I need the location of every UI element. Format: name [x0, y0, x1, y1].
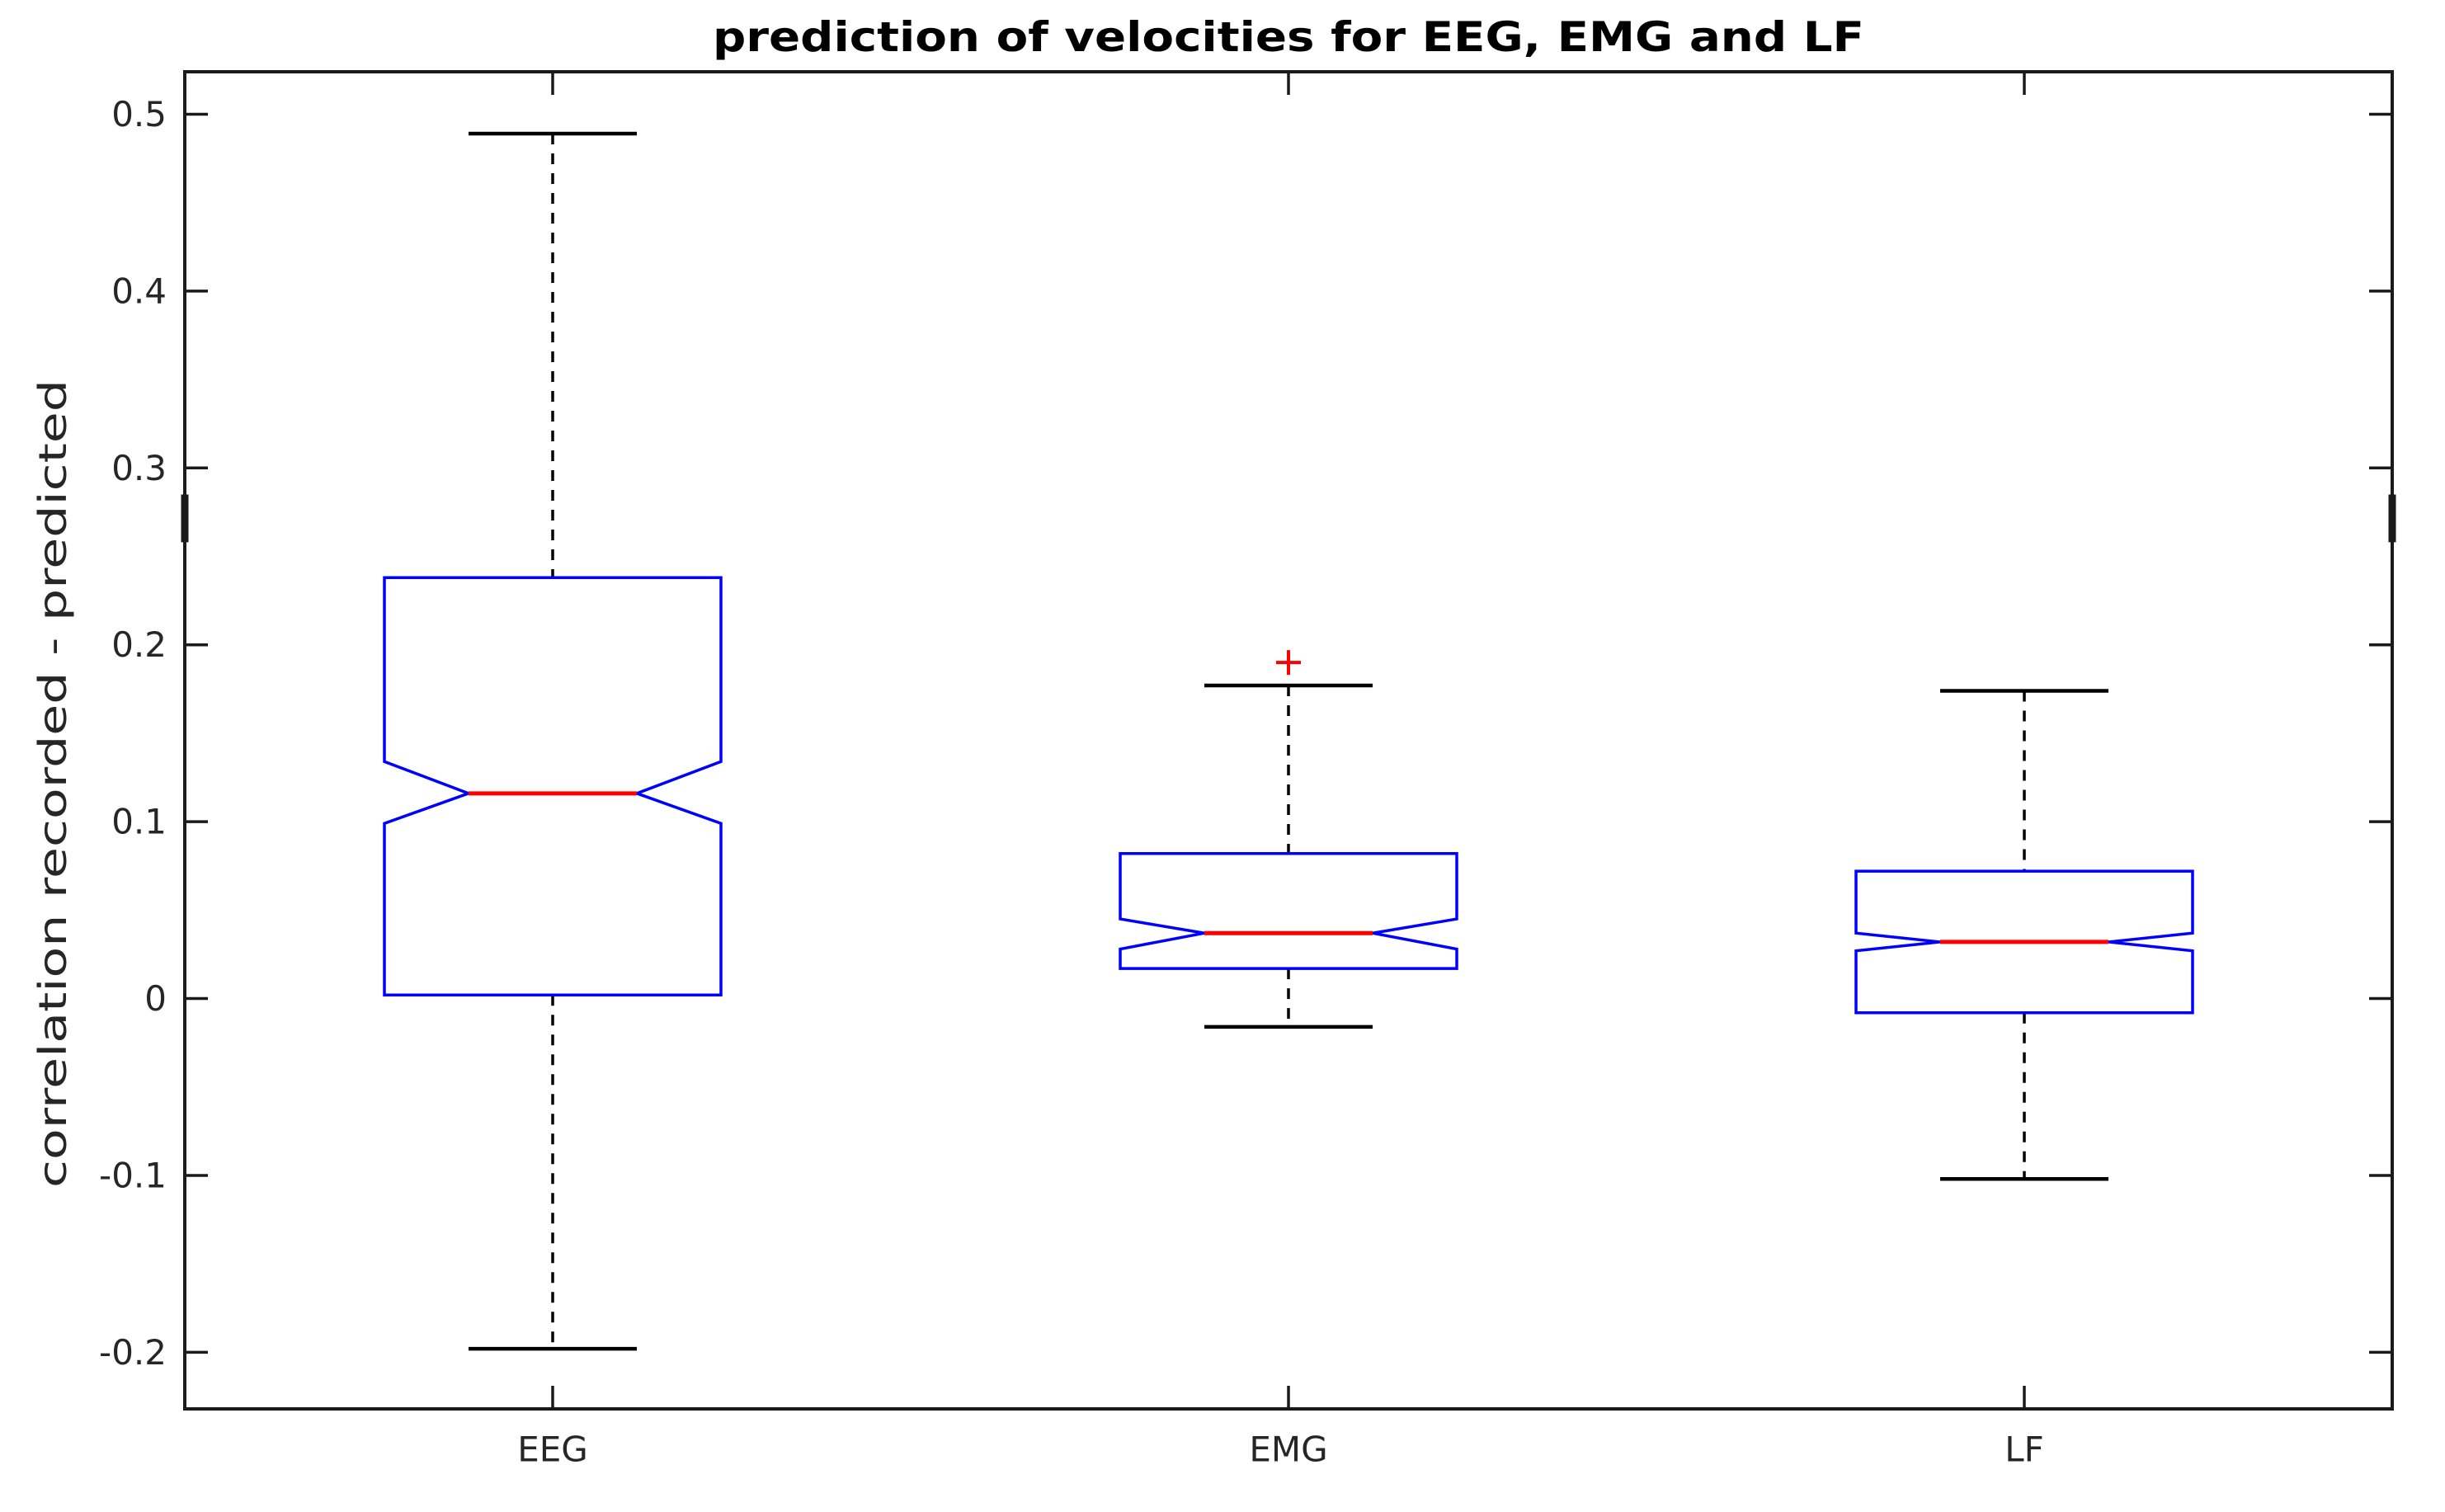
axis-ticks: [185, 72, 2392, 1409]
y-tick-label: 0.3: [111, 448, 167, 488]
y-tick-label: 0.2: [111, 624, 167, 665]
x-tick-label-lf: LF: [2005, 1430, 2044, 1470]
y-tick-label: -0.2: [99, 1332, 167, 1373]
plot-border: [183, 70, 2394, 1411]
y-tick-label: 0.1: [111, 802, 167, 842]
y-tick-label: 0.5: [111, 94, 167, 134]
axis-artifacts: [181, 494, 2396, 543]
box-lf: [1854, 689, 2194, 1181]
chart-title: prediction of velocities for EEG, EMG an…: [713, 13, 1864, 61]
outlier-marker: [1276, 650, 1301, 676]
box-emg: [1119, 650, 1458, 1029]
axis-tick-labels: 0.5 0.4 0.3 0.2 0.1 0 -0.1 -0.2 EEG EMG LF: [99, 94, 2044, 1470]
notched-box: [383, 576, 723, 997]
notched-box: [1854, 869, 2194, 1015]
y-tick-label: 0.4: [111, 271, 167, 311]
y-tick-label: 0: [144, 978, 167, 1019]
y-axis-label: correlation recorded - predicted: [31, 379, 75, 1188]
notched-box: [1119, 851, 1458, 970]
x-tick-label-eeg: EEG: [517, 1430, 588, 1470]
boxplot-series: [383, 131, 2194, 1351]
box-eeg: [383, 131, 723, 1351]
y-tick-label: -0.1: [99, 1155, 167, 1195]
x-tick-label-emg: EMG: [1249, 1430, 1327, 1470]
